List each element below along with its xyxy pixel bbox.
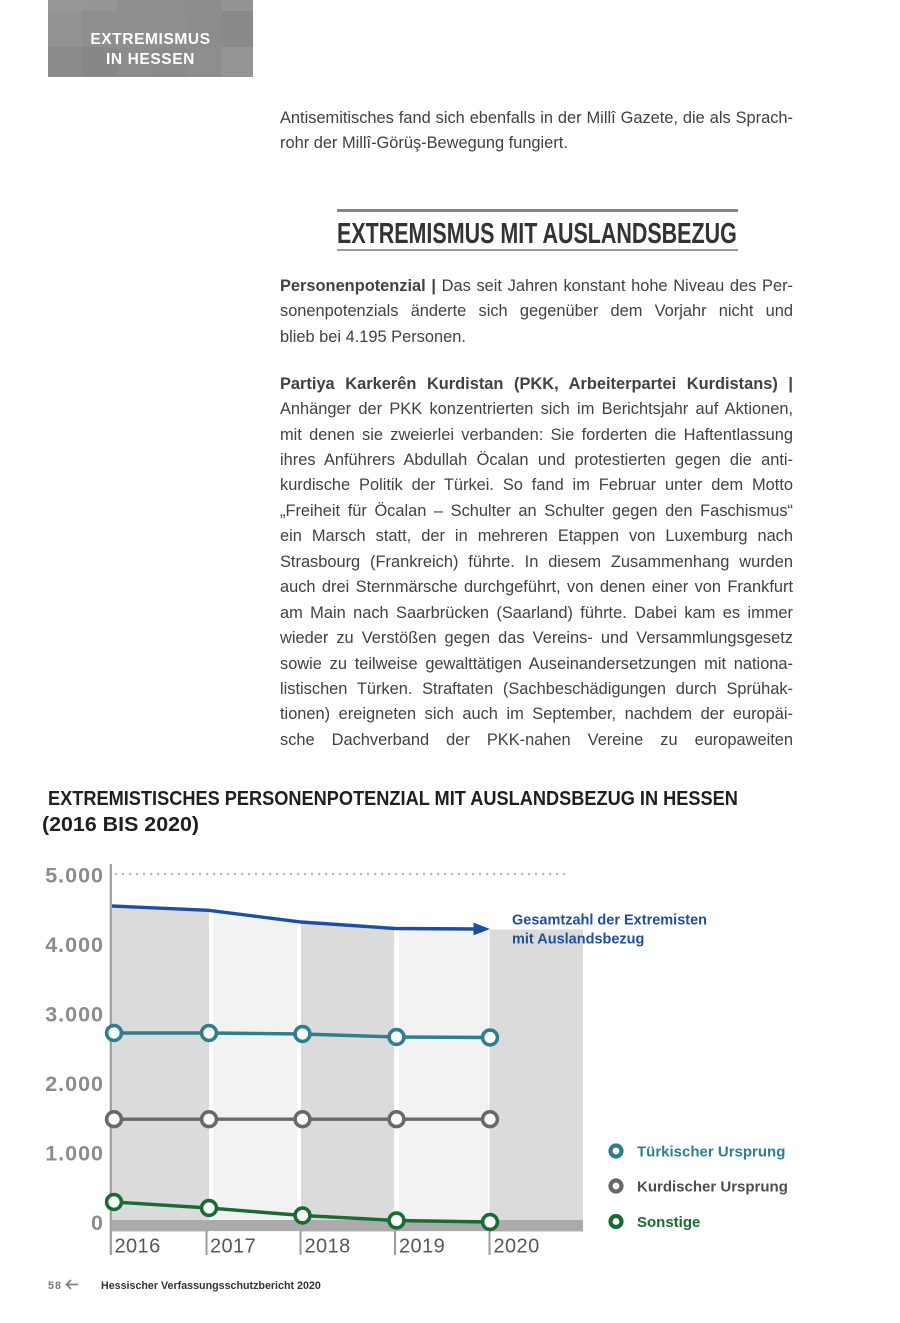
svg-text:1.000: 1.000 [45,1142,104,1166]
svg-text:58: 58 [48,1280,62,1292]
svg-text:2017: 2017 [210,1236,256,1258]
svg-text:0: 0 [91,1211,104,1235]
svg-text:Gesamtzahl der Extremisten: Gesamtzahl der Extremisten [512,913,707,929]
svg-text:2.000: 2.000 [45,1072,104,1096]
svg-text:2019: 2019 [399,1236,445,1258]
svg-text:2020: 2020 [494,1236,540,1258]
svg-text:5.000: 5.000 [45,864,104,888]
svg-text:3.000: 3.000 [45,1003,104,1027]
svg-text:2016: 2016 [115,1236,161,1258]
svg-text:Sonstige: Sonstige [637,1214,700,1231]
svg-text:Kurdischer Ursprung: Kurdischer Ursprung [637,1179,788,1196]
svg-text:mit Auslandsbezug: mit Auslandsbezug [512,932,644,948]
svg-text:Türkischer Ursprung: Türkischer Ursprung [637,1144,785,1161]
svg-text:Hessischer Verfassungsschutzbe: Hessischer Verfassungsschutzbericht 2020 [101,1280,321,1292]
svg-text:4.000: 4.000 [45,933,104,957]
svg-text:2018: 2018 [305,1236,351,1258]
